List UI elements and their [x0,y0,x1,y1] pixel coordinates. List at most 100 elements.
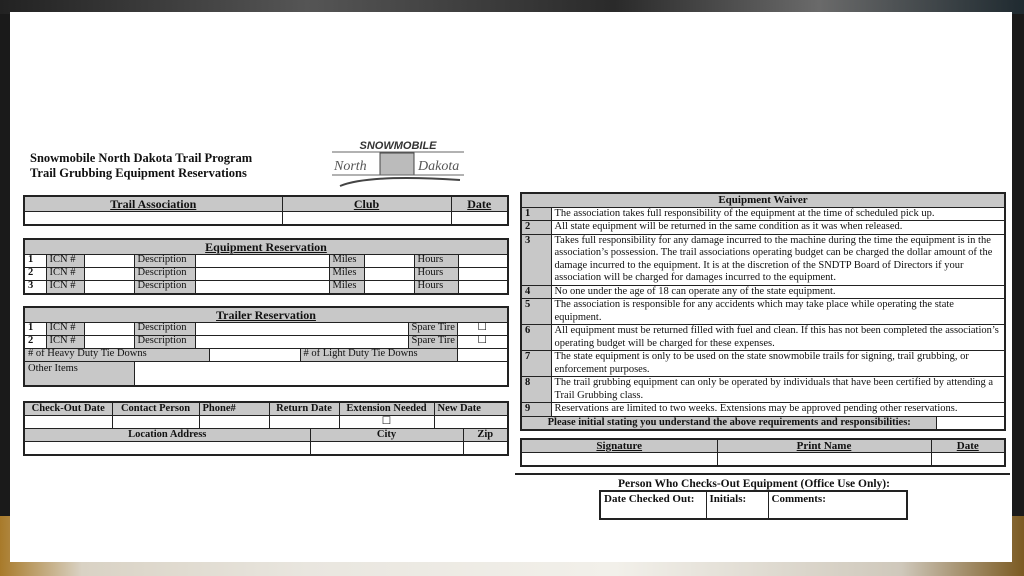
print-name-header: Print Name [716,438,932,453]
extension-needed-header: Extension Needed [338,401,435,416]
waiver-item-number: 8 [520,376,552,403]
row-number: 3 [23,279,47,294]
icn-field[interactable] [83,266,135,281]
waiver-item: 3 Takes full responsibility for any damag… [520,233,1006,286]
waiver-item-text: The association is responsible for any a… [550,298,1006,325]
sig-date-field[interactable] [930,452,1006,467]
association-table: Trail Association Club Date [23,195,509,226]
office-use-table: Date Checked Out: Initials: Comments: [599,490,908,520]
checkout-date-header: Check-Out Date [23,401,113,416]
trail-association-field[interactable] [23,210,283,226]
hours-label: Hours [413,279,459,294]
location-address-header: Location Address [23,428,311,442]
hours-field[interactable] [457,253,509,268]
icn-field[interactable] [83,334,135,349]
icn-label: ICN # [45,334,85,349]
waiver-item: 2 All state equipment will be returned in… [520,220,1006,235]
icn-label: ICN # [45,266,85,281]
light-tie-downs-field[interactable] [456,347,509,362]
description-label: Description [133,334,196,349]
waiver-item: 5 The association is responsible for any … [520,298,1006,325]
description-label: Description [133,266,196,281]
equipment-row: 1 ICN # Description Miles Hours [23,253,509,268]
spare-tire-checkbox[interactable]: ☐ [456,334,509,349]
waiver-item-number: 7 [520,350,552,377]
trailer-reservation-title: Trailer Reservation [23,306,509,323]
new-date-field[interactable] [433,415,509,429]
initial-field[interactable] [936,415,1006,431]
description-field[interactable] [194,266,330,281]
waiver-item: 6 All equipment must be returned filled w… [520,324,1006,351]
waiver-item-number: 2 [520,220,552,235]
spare-tire-label: Spare Tire [407,334,458,349]
office-use-title: Person Who Checks-Out Equipment (Office … [618,478,890,490]
waiver-item-text: No one under the age of 18 can operate a… [550,284,1006,299]
miles-label: Miles [328,279,365,294]
zip-field[interactable] [462,441,509,456]
waiver-item-text: All equipment must be returned filled wi… [550,324,1006,351]
spare-tire-checkbox[interactable]: ☐ [456,321,509,336]
waiver-item-text: The association takes full responsibilit… [550,206,1006,221]
comments-field[interactable]: Comments: [767,490,908,520]
contact-person-field[interactable] [111,415,200,429]
new-date-header: New Date [433,401,509,416]
signature-header: Signature [520,438,718,453]
signature-field[interactable] [520,452,718,467]
club-field[interactable] [281,210,452,226]
extension-checkbox[interactable]: ☐ [338,415,435,429]
waiver-item-text: Reservations are limited to two weeks. E… [550,402,1006,417]
waiver-item-number: 4 [520,284,552,299]
heavy-tie-downs-label: # of Heavy Duty Tie Downs [23,347,210,362]
initials-field[interactable]: Initials: [705,490,769,520]
heavy-tie-downs-field[interactable] [208,347,301,362]
hours-field[interactable] [457,266,509,281]
row-number: 1 [23,253,47,268]
return-date-field[interactable] [268,415,340,429]
svg-text:Dakota: Dakota [417,159,459,174]
row-number: 1 [23,321,47,336]
waiver-item: 9 Reservations are limited to two weeks. … [520,402,1006,417]
description-label: Description [133,253,196,268]
other-items-label: Other Items [23,360,135,387]
miles-field[interactable] [363,253,415,268]
trail-association-header: Trail Association [23,195,283,212]
print-name-field[interactable] [716,452,932,467]
description-field[interactable] [194,253,330,268]
trailer-reservation-table: Trailer Reservation 1 ICN # Description Spa… [23,306,509,387]
location-address-field[interactable] [23,441,311,456]
icn-field[interactable] [83,253,135,268]
spare-tire-label: Spare Tire [407,321,458,336]
waiver-item: 7 The state equipment is only to be used … [520,350,1006,377]
title-line-2: Trail Grubbing Equipment Reservations [30,166,247,180]
form-title: Snowmobile North Dakota Trail Program Tr… [30,151,252,181]
phone-field[interactable] [198,415,270,429]
miles-label: Miles [328,253,365,268]
icn-field[interactable] [83,321,135,336]
city-field[interactable] [309,441,464,456]
checkout-date-field[interactable] [23,415,113,429]
other-items-field[interactable] [133,360,509,387]
icn-label: ICN # [45,279,85,294]
description-field[interactable] [194,279,330,294]
city-header: City [309,428,464,442]
icn-field[interactable] [83,279,135,294]
sig-date-header: Date [930,438,1006,453]
waiver-item-text: The trail grubbing equipment can only be… [550,376,1006,403]
club-header: Club [281,195,452,212]
row-number: 2 [23,266,47,281]
initial-instruction: Please initial stating you understand th… [520,415,938,431]
hours-field[interactable] [457,279,509,294]
description-label: Description [133,279,196,294]
date-field[interactable] [450,210,509,226]
description-field[interactable] [194,334,409,349]
waiver-item-number: 6 [520,324,552,351]
snowmobile-north-dakota-logo: SNOWMOBILE North Dakota [332,140,464,187]
waiver-item-text: Takes full responsibility for any damage… [550,233,1006,286]
description-field[interactable] [194,321,409,336]
waiver-item-number: 9 [520,402,552,417]
return-date-header: Return Date [268,401,340,416]
date-checked-out-field[interactable]: Date Checked Out: [599,490,707,520]
miles-field[interactable] [363,266,415,281]
waiver-item: 8 The trail grubbing equipment can only b… [520,376,1006,403]
miles-field[interactable] [363,279,415,294]
